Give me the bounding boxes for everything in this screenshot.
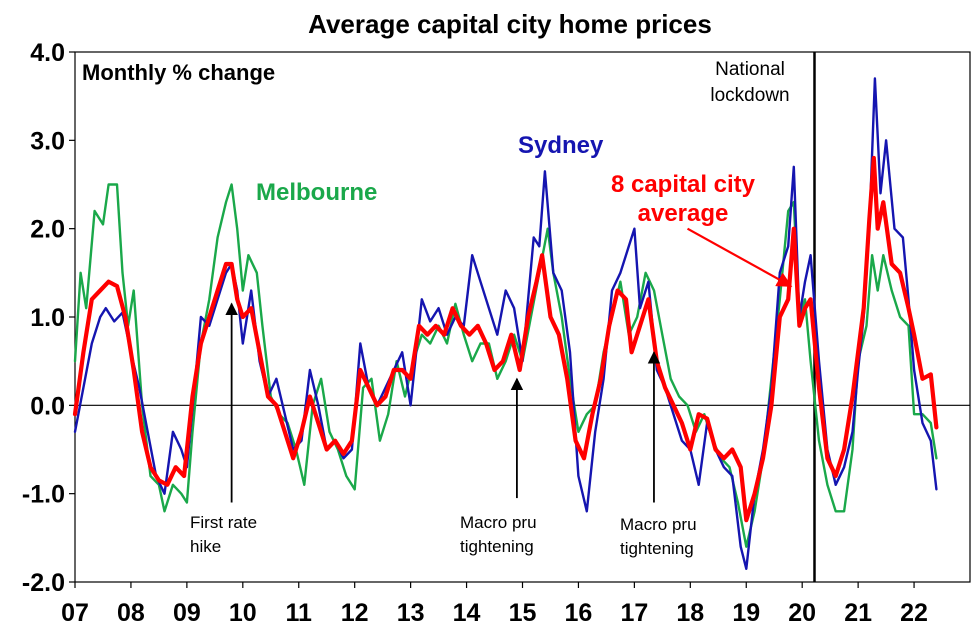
y-tick-label: 1.0: [30, 304, 65, 332]
annotation-national-lockdown: National lockdown: [710, 59, 789, 106]
x-tick-label: 08: [117, 599, 145, 627]
x-tick-label: 12: [341, 599, 369, 627]
y-tick-label: -1.0: [22, 481, 65, 509]
annotation-macro-pru-1: Macro pru tightening: [460, 513, 537, 556]
x-tick-label: 11: [286, 599, 313, 627]
annotation-macro-pru-2: Macro pru tightening: [620, 515, 697, 558]
series-label-sydney: Sydney: [518, 132, 604, 159]
annotation-macro-pru-2-line-1: Macro pru: [620, 515, 697, 534]
x-tick-label: 19: [732, 599, 760, 627]
x-tick-label: 17: [620, 599, 648, 627]
x-tick-label: 18: [676, 599, 704, 627]
series-label-average: 8 capital city average: [611, 171, 756, 227]
x-tick-label: 15: [509, 599, 537, 627]
series-label-average-line-1: 8 capital city: [611, 171, 756, 198]
x-tick-label: 22: [900, 599, 928, 627]
x-tick-label: 09: [173, 599, 201, 627]
annotation-national-lockdown-line-2: lockdown: [710, 85, 789, 106]
series-label-average-line-2: average: [638, 200, 729, 227]
x-tick-label: 07: [61, 599, 89, 627]
chart-subtitle: Monthly % change: [82, 60, 275, 85]
y-tick-label: 3.0: [30, 127, 65, 155]
chart-title: Average capital city home prices: [308, 9, 712, 39]
x-tick-label: 10: [229, 599, 257, 627]
annotation-macro-pru-1-line-1: Macro pru: [460, 513, 537, 532]
x-tick-label: 14: [453, 599, 481, 627]
series-label-melbourne: Melbourne: [256, 179, 377, 206]
x-tick-label: 20: [788, 599, 816, 627]
x-tick-label: 16: [565, 599, 593, 627]
series-line-8-capital-city-average: [72, 155, 939, 523]
annotation-macro-pru-1-line-2: tightening: [460, 537, 534, 556]
annotation-first-rate-hike: First rate hike: [190, 513, 257, 556]
series-layer: [72, 77, 939, 570]
y-tick-label: 4.0: [30, 39, 65, 67]
annotation-first-rate-hike-line-2: hike: [190, 537, 221, 556]
callout-average-pointer: [686, 227, 793, 288]
y-tick-label: 2.0: [30, 216, 65, 244]
annotation-national-lockdown-line-1: National: [715, 59, 785, 80]
annotation-macro-pru-2-line-2: tightening: [620, 539, 694, 558]
x-tick-label: 21: [844, 599, 872, 627]
x-tick-label: 13: [397, 599, 425, 627]
annotation-arrows: [225, 227, 793, 503]
annotation-first-rate-hike-line-1: First rate: [190, 513, 257, 532]
y-tick-label: 0.0: [30, 392, 65, 420]
y-tick-label: -2.0: [22, 569, 65, 597]
